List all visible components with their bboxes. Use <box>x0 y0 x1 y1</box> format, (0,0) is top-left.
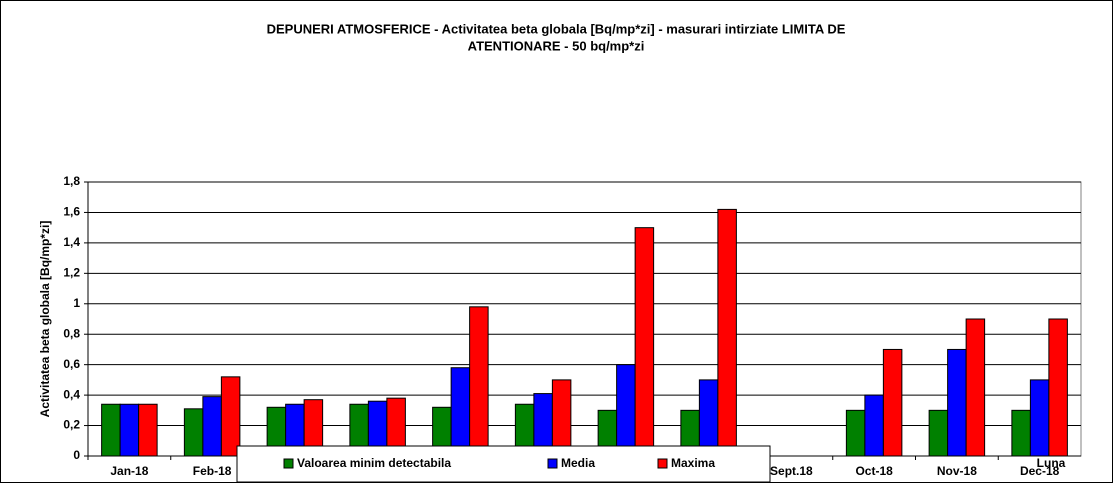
chart-title: ATENTIONARE - 50 bq/mp*zi <box>468 38 645 53</box>
bar <box>947 348 967 457</box>
legend-box <box>236 445 771 483</box>
legend-label: Media <box>561 456 595 470</box>
bar <box>864 394 884 457</box>
bar <box>634 227 655 457</box>
y-tick-label: 1 <box>73 296 80 310</box>
x-tick-label: Nov-18 <box>937 464 977 478</box>
bar <box>551 379 572 457</box>
y-tick-label: 0,2 <box>63 418 80 432</box>
bar <box>1011 409 1031 457</box>
bar <box>101 403 121 457</box>
y-axis-label: Activitatea beta globala [Bq/mp*zi] <box>38 221 52 418</box>
bar <box>882 348 903 457</box>
bar <box>138 403 158 457</box>
legend-label: Valoarea minim detectabila <box>297 456 451 470</box>
y-tick-label: 0 <box>73 448 80 462</box>
y-tick-label: 1,6 <box>63 205 80 219</box>
bar <box>202 396 222 457</box>
x-tick-label: Oct-18 <box>855 464 893 478</box>
x-tick-label: Jan-18 <box>110 464 148 478</box>
bar <box>1048 318 1068 457</box>
x-axis-label: Luna <box>1037 456 1066 470</box>
bar <box>965 318 986 457</box>
bar <box>845 409 866 457</box>
bar <box>183 408 204 457</box>
chart-title: DEPUNERI ATMOSFERICE - Activitatea beta … <box>267 21 846 36</box>
x-tick-label: Dec-18 <box>1020 464 1060 478</box>
y-tick-label: 1,4 <box>63 235 80 249</box>
legend-swatch <box>547 458 558 469</box>
legend-label: Maxima <box>671 456 715 470</box>
legend: Valoarea minim detectabila Media Maxima <box>236 445 771 483</box>
plot-area <box>87 181 1082 457</box>
y-tick-label: 0,8 <box>63 326 80 340</box>
bar <box>928 409 949 457</box>
bar <box>1029 379 1050 457</box>
legend-swatch <box>657 458 668 469</box>
y-tick-label: 0,4 <box>63 387 80 401</box>
bar <box>698 379 719 457</box>
bar <box>469 306 489 457</box>
x-tick-label: Sept.18 <box>770 464 813 478</box>
bar <box>450 367 471 457</box>
bar <box>616 364 636 457</box>
y-tick-label: 1,8 <box>63 174 80 188</box>
bar <box>220 376 241 457</box>
y-tick-label: 1,2 <box>63 266 80 280</box>
legend-swatch <box>283 458 294 469</box>
bar <box>119 403 140 457</box>
bar <box>717 208 737 457</box>
x-tick-label: Feb-18 <box>193 464 232 478</box>
y-tick-label: 0,6 <box>63 357 80 371</box>
